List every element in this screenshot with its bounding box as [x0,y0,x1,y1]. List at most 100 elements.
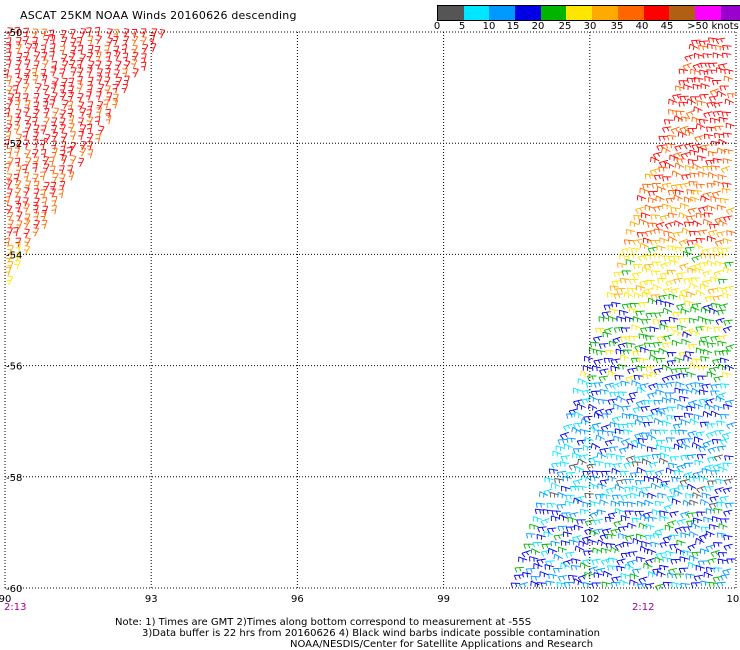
wind-barb [667,236,678,243]
wind-barb [554,477,564,484]
wind-barb [77,101,85,111]
wind-barb [623,429,633,435]
wind-barb [683,354,693,362]
wind-barb [708,581,718,588]
wind-barb [33,156,40,166]
wind-barb [571,558,581,564]
wind-barb [59,117,66,127]
wind-barb [644,534,655,541]
wind-barb [671,339,681,346]
wind-barb [518,581,529,590]
wind-barb [713,508,723,514]
wind-barb [15,237,22,247]
wind-barb [705,431,715,439]
wind-barb [614,374,624,381]
wind-barb [684,54,694,62]
wind-barb [691,143,701,151]
latitude-label: -56 [6,362,22,373]
wind-barb [690,196,700,203]
wind-barb [600,470,611,477]
wind-barb [666,326,677,332]
wind-barb [95,91,102,101]
wind-barb [713,375,723,383]
wind-barb [700,548,710,555]
wind-barb [691,551,701,558]
wind-barb [655,389,665,396]
wind-barb [636,442,647,449]
wind-barb [632,238,642,246]
wind-barb [700,356,710,362]
wind-barb [574,524,584,531]
wind-barb [722,182,732,188]
wind-barb [550,482,561,489]
wind-barb [560,540,571,546]
wind-barb [596,509,607,515]
wind-barb [124,75,130,85]
wind-barb [680,202,690,209]
wind-barb [695,123,706,130]
wind-barb [565,551,575,558]
time-label-left: 2:13 [4,602,26,613]
wind-barb [592,547,602,554]
wind-barb [693,403,704,410]
wind-barb [548,573,558,579]
wind-barb [694,459,704,466]
wind-barb [727,93,737,99]
wind-barb [599,499,609,506]
wind-barb [586,463,596,470]
wind-barb [706,69,716,75]
wind-barb [700,580,710,587]
wind-barb [637,437,648,444]
wind-barb [573,411,584,418]
wind-barb [603,357,614,364]
wind-barb [15,242,22,253]
wind-barb [712,358,722,366]
wind-barb [679,556,689,562]
wind-barb [32,116,38,127]
wind-barb [669,397,679,404]
wind-barb [131,35,139,45]
wind-barb [678,567,689,574]
wind-barb [49,165,56,175]
wind-barb [716,445,727,452]
wind-barb [617,525,628,533]
wind-barb [712,110,722,117]
wind-barb [688,43,699,51]
wind-barb [577,485,587,491]
wind-barb [647,392,657,400]
wind-barb [622,541,632,548]
wind-barb [51,204,57,215]
wind-barb [689,282,699,290]
wind-barb [661,375,671,383]
wind-barb [628,307,639,314]
wind-barb [636,583,647,590]
wind-barb [24,68,31,79]
wind-barb [671,476,681,483]
wind-barb [719,85,729,91]
wind-barb [86,67,93,77]
wind-barb [649,168,659,176]
wind-barb [687,207,697,215]
wind-barb [722,462,732,468]
wind-barb [52,77,59,87]
wind-barb [598,375,609,383]
wind-barb [713,326,723,333]
wind-barb [645,413,656,421]
wind-barb [44,133,51,144]
wind-barb [555,445,565,452]
wind-barb [718,251,728,259]
wind-barb [666,415,676,421]
wind-barb [650,156,660,163]
wind-barb [693,436,704,443]
wind-barb [710,390,720,396]
wind-barb [614,542,624,551]
wind-barb [723,75,733,82]
wind-barb [62,99,69,110]
wind-barb [567,574,578,581]
wind-barb [617,262,627,268]
wind-barb [6,85,13,95]
wind-barb [619,254,629,260]
wind-barb [703,212,714,218]
wind-barb [24,59,31,69]
wind-barb [32,227,40,237]
